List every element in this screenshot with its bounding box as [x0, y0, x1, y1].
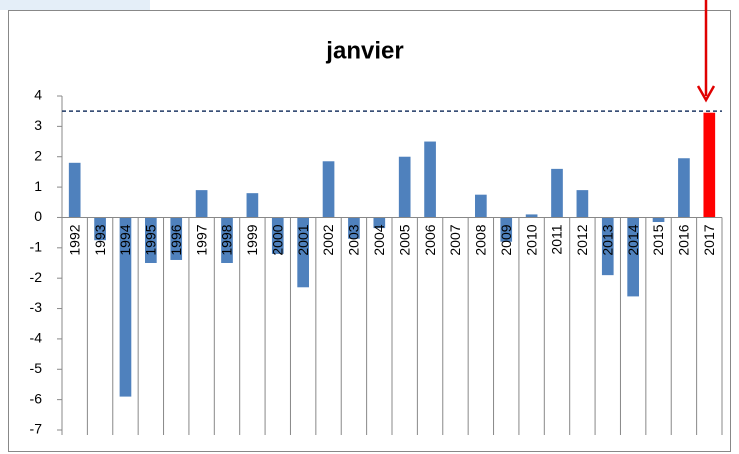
y-tick-label: -3: [30, 299, 43, 315]
background-patch: [0, 0, 150, 10]
x-tick-label: 2001: [295, 224, 311, 255]
bar: [94, 217, 106, 241]
y-tick-label: 1: [34, 178, 42, 194]
y-tick-label: -7: [30, 421, 43, 437]
bar: [145, 217, 157, 263]
bar: [271, 217, 284, 254]
chart-title: janvier: [325, 37, 403, 64]
x-tick-label: 2013: [599, 224, 615, 255]
arrow-head: [696, 85, 716, 103]
y-tick-label: -1: [30, 239, 43, 255]
x-tick-label: 1992: [66, 224, 82, 255]
bar: [678, 158, 690, 218]
bar: [500, 217, 513, 242]
bar: [601, 217, 614, 276]
y-tick-label: 2: [34, 147, 42, 163]
y-tick-label: -5: [30, 360, 43, 376]
x-tick-label: 2011: [549, 224, 565, 254]
bar: [348, 217, 360, 239]
x-tick-label: 1998: [219, 224, 235, 255]
x-tick-label: 2006: [422, 224, 438, 255]
x-tick-label: 1996: [168, 224, 184, 255]
x-tick-label: 1997: [193, 224, 209, 255]
x-tick-label: 1999: [244, 224, 260, 255]
bar: [373, 217, 386, 229]
x-tick-label: 2008: [473, 224, 489, 255]
bar: [398, 156, 411, 218]
bar: [703, 112, 716, 218]
x-tick-label: 2000: [269, 224, 285, 255]
x-tick-label: 2012: [574, 224, 590, 255]
x-tick-label: 2010: [523, 224, 539, 255]
x-tick-label: 1995: [143, 224, 159, 255]
y-tick-label: 0: [34, 208, 42, 224]
x-tick-label: 2002: [320, 224, 336, 255]
y-tick-label: -6: [30, 390, 43, 406]
arrow: [696, 0, 716, 103]
bar: [322, 161, 335, 218]
x-tick-label: 2016: [676, 224, 692, 255]
x-tick-label: 2015: [650, 224, 666, 255]
x-tick-label: 2009: [498, 224, 514, 255]
bar: [627, 217, 639, 297]
x-tick-label: 2007: [447, 224, 463, 255]
y-tick-label: 3: [34, 117, 42, 133]
bar: [246, 193, 259, 218]
bar: [551, 168, 563, 218]
bar: [297, 217, 309, 288]
y-tick-label: -2: [30, 269, 43, 285]
x-tick-label: 2004: [371, 224, 387, 255]
x-tick-label: 2005: [396, 224, 412, 255]
x-tick-label: 2014: [625, 224, 641, 255]
y-tick-label: 4: [34, 87, 42, 103]
x-tick-label: 2003: [346, 224, 362, 255]
x-tick-label: 1994: [117, 224, 133, 255]
bar: [68, 162, 81, 218]
x-tick-label: 2017: [701, 224, 717, 255]
y-tick-label: -4: [30, 330, 43, 346]
x-tick-label: 1993: [92, 224, 108, 255]
plot-area: -7 -6 -5 -4 -3 -2 -1 0 1 2 3 4 1992 1993 1994 1995 1996 1…: [30, 87, 723, 437]
bar: [525, 214, 538, 218]
bar: [475, 194, 487, 218]
bar: [119, 217, 132, 397]
bar: [576, 190, 589, 218]
bar: [170, 217, 183, 260]
bar: [424, 141, 436, 218]
bar: [221, 217, 233, 263]
bar: [195, 190, 208, 218]
bar: [652, 217, 665, 223]
